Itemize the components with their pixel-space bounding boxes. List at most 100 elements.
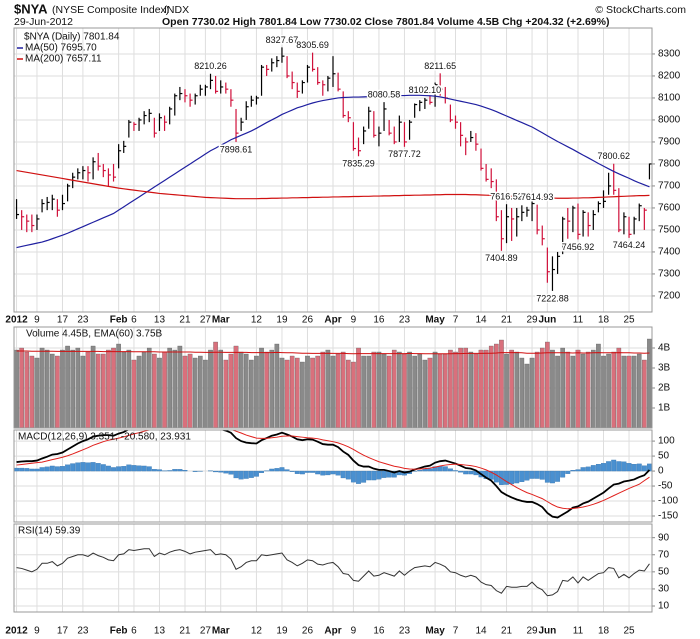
y-tick-label: 7300 (658, 269, 681, 280)
x-tick-label: 27 (200, 626, 212, 637)
macd-histogram-bar (636, 463, 642, 472)
macd-histogram-bar (524, 470, 530, 481)
y-tick-label: 7200 (658, 291, 681, 302)
legend-entry: MA(50) 7695.70 (25, 43, 97, 54)
volume-bar (575, 349, 581, 428)
macd-histogram-bar (248, 470, 254, 478)
macd-histogram-bar (95, 463, 101, 472)
macd-histogram-bar (590, 465, 596, 472)
x-tick-label: 2012 (5, 626, 28, 637)
volume-bar (172, 349, 178, 428)
macd-histogram-bar (391, 470, 397, 478)
y-tick-label: 7400 (658, 247, 681, 258)
price-annotation: 7404.89 (485, 253, 518, 263)
volume-bar (565, 351, 571, 428)
volume-bar (254, 355, 259, 428)
volume-bar (39, 347, 45, 428)
volume-bar (361, 355, 366, 428)
macd-histogram-bar (289, 470, 295, 472)
price-annotation: 8102.10 (409, 85, 442, 95)
y-tick-label: 100 (658, 436, 675, 447)
x-tick-label: 21 (179, 315, 191, 326)
macd-histogram-bar (284, 469, 290, 472)
price-annotation: 7616.52 (490, 192, 523, 202)
x-tick-label: 7 (453, 626, 459, 637)
volume-bar (126, 349, 132, 428)
macd-histogram-bar (213, 470, 219, 473)
volume-bar (611, 351, 617, 428)
volume-bar (494, 343, 499, 428)
volume-bar (580, 353, 586, 428)
x-tick-label: 14 (475, 315, 487, 326)
x-tick-label: 9 (351, 315, 357, 326)
volume-bar (509, 349, 514, 428)
volume-bar (591, 349, 596, 428)
macd-histogram-bar (80, 462, 86, 472)
macd-histogram-bar (432, 466, 438, 472)
volume-bar (264, 351, 269, 428)
price-annotation: 8327.67 (266, 35, 299, 45)
plot-area (16, 548, 650, 597)
x-tick-label: 13 (154, 315, 166, 326)
macd-histogram-bar (100, 464, 106, 472)
macd-histogram-bar (376, 470, 382, 480)
x-tick-label: 21 (179, 626, 191, 637)
macd-histogram-bar (504, 470, 509, 485)
x-tick-label: 23 (77, 315, 89, 326)
x-tick-label: 27 (200, 315, 212, 326)
macd-histogram-bar (269, 468, 275, 472)
macd-histogram-bar (111, 467, 116, 472)
x-tick-label: 26 (302, 315, 314, 326)
macd-histogram-bar (141, 465, 147, 472)
macd-histogram-bar (575, 469, 581, 472)
macd-histogram-bar (458, 470, 464, 473)
y-tick-label: 8000 (658, 115, 681, 126)
x-tick-label: Feb (110, 315, 128, 326)
y-tick-label: 7600 (658, 203, 681, 214)
quote: Open 7730.02 High 7801.84 Low 7730.02 Cl… (162, 16, 609, 28)
volume-bar (555, 355, 560, 428)
macd-histogram-bar (279, 467, 285, 472)
macd-histogram-bar (565, 470, 571, 474)
indicator-line (16, 548, 650, 597)
volume-bar (146, 347, 152, 428)
x-tick-label: 16 (373, 315, 385, 326)
x-tick-label: 18 (598, 626, 610, 637)
x-tick-label: 19 (276, 626, 288, 637)
y-tick-label: 8300 (658, 49, 681, 60)
volume-bar (269, 349, 275, 428)
symbol: $NYA (14, 1, 48, 16)
volume-bar (499, 339, 504, 428)
x-tick-label: Jun (538, 315, 556, 326)
macd-histogram-bar (223, 470, 229, 474)
moving-average-line (16, 94, 650, 249)
legend-entry: MA(200) 7657.11 (25, 54, 102, 65)
volume-bar (289, 355, 295, 428)
macd-histogram-bar (350, 470, 356, 483)
macd-histogram-bar (325, 470, 331, 476)
volume-bar (488, 345, 494, 428)
volume-bar (60, 349, 65, 428)
volume-bar (335, 353, 341, 428)
macd-histogram-bar (116, 466, 122, 472)
plot-area (15, 47, 652, 291)
volume-bar (55, 355, 60, 428)
y-tick-label: 8100 (658, 93, 681, 104)
y-tick-label: 30 (658, 584, 670, 595)
x-tick-label: 16 (373, 626, 385, 637)
volume-bar (391, 349, 397, 428)
volume-bar (330, 355, 336, 428)
panel-title: Volume 4.45B, EMA(60) 3.75B (26, 329, 163, 340)
price-annotation: 7456.92 (562, 242, 595, 252)
volume-bar (402, 353, 407, 428)
macd-histogram-bar (626, 463, 632, 472)
macd-histogram-bar (442, 466, 448, 472)
price-annotation: 7614.93 (521, 192, 554, 202)
macd-histogram-bar (310, 470, 316, 473)
volume-bar (136, 355, 142, 428)
volume-bar (386, 355, 392, 428)
macd-histogram-bar (555, 470, 561, 482)
volume-bar (208, 349, 213, 428)
macd-histogram-bar (49, 465, 55, 472)
macd-histogram-bar (14, 467, 19, 472)
